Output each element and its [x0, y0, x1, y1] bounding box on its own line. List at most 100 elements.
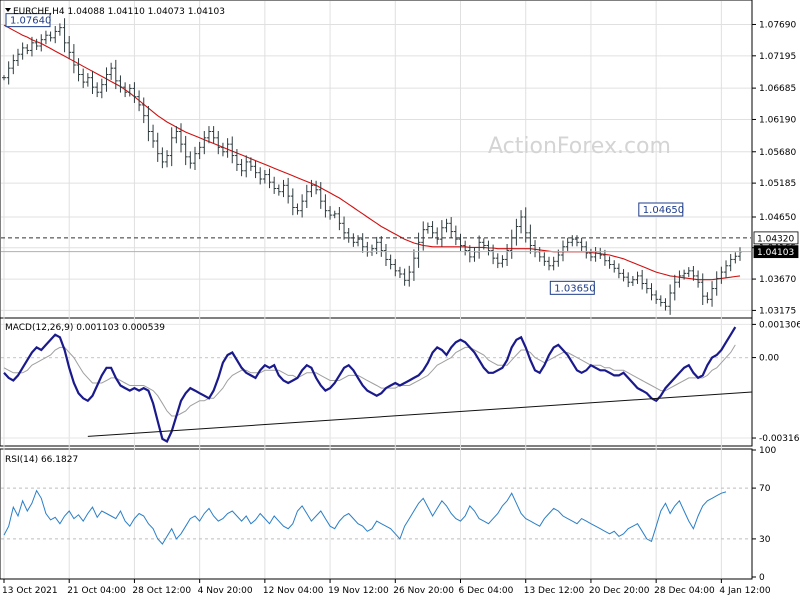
price-bar [104, 67, 109, 92]
price-bar [449, 217, 454, 238]
price-bar [719, 266, 724, 284]
price-bar [612, 260, 617, 273]
price-bar [95, 82, 100, 98]
price-bar [53, 26, 58, 44]
price-bar [2, 75, 6, 81]
price-bar [677, 270, 682, 288]
price-bar [6, 61, 11, 85]
price-bar [370, 244, 374, 256]
price-bar [463, 240, 468, 256]
price-bar [206, 126, 211, 144]
price-bar [113, 59, 118, 90]
price-bar [439, 220, 444, 247]
price-bar [318, 182, 323, 209]
price-bar [258, 167, 263, 185]
price-bar [411, 249, 416, 281]
price-bar [272, 176, 277, 194]
price-bar [565, 237, 570, 252]
price-bar [444, 218, 449, 233]
price-bar [360, 233, 365, 253]
rsi-pane [0, 448, 753, 580]
price-bar [132, 82, 137, 103]
price-bar [248, 157, 253, 171]
price-bar [379, 236, 384, 257]
main-header-text: EURCHF,H4 1.04088 1.04110 1.04073 1.0410… [13, 7, 225, 17]
price-bar [728, 254, 733, 272]
dropdown-triangle-icon [5, 8, 11, 12]
x-axis-tick-label: 28 Oct 12:00 [132, 586, 191, 596]
price-bar [137, 90, 142, 112]
price-bar [197, 141, 202, 160]
price-bar [25, 44, 30, 55]
x-axis-tick-label: 28 Dec 04:00 [654, 586, 715, 596]
price-bar [738, 247, 742, 261]
price-bar [472, 246, 477, 262]
macd-y-tick-label: 0.001306 [759, 320, 800, 330]
price-y-tick-label: 1.06685 [759, 84, 796, 94]
price-bar [602, 249, 607, 266]
price-bar [402, 268, 407, 286]
price-bar [141, 97, 146, 124]
macd-line [3, 326, 737, 444]
price-callout-box [549, 280, 595, 295]
price-bar [710, 281, 715, 307]
price-bar [397, 266, 402, 278]
price-y-tick-label: 1.04650 [759, 213, 796, 223]
level-price-label: 1.04320 [757, 234, 794, 244]
price-bar [584, 241, 589, 259]
price-y-tick-label: 1.05680 [759, 148, 796, 158]
price-bar [486, 240, 491, 256]
price-bar [700, 273, 705, 306]
price-y-tick-label: 1.06190 [759, 115, 796, 125]
price-bar [11, 54, 16, 75]
main-header: EURCHF,H4 1.04088 1.04110 1.04073 1.0410… [5, 7, 225, 17]
price-bar [234, 149, 239, 171]
price-bar [733, 252, 738, 264]
price-y-tick-label: 1.03175 [759, 306, 796, 316]
price-bar [505, 244, 510, 266]
price-bar [15, 48, 20, 66]
price-bar [579, 237, 584, 252]
moving-average-line [3, 24, 741, 281]
macd-header: MACD(12,26,9) 0.001103 0.000539 [5, 323, 165, 333]
price-bar [509, 229, 514, 259]
price-callout-label: 1.04650 [643, 205, 684, 216]
price-callout-box [638, 202, 684, 217]
rsi-y-tick-label: 100 [759, 446, 776, 456]
price-bar [705, 292, 710, 304]
x-axis-tick-label: 6 Dec 04:00 [459, 586, 514, 596]
price-bar [165, 150, 170, 168]
price-bar [290, 188, 295, 216]
rsi-y-tick-label: 70 [759, 484, 771, 494]
rsi-y-tick-label: 0 [759, 573, 765, 583]
price-bar [649, 283, 654, 301]
price-bar [151, 124, 156, 148]
price-callout: 1.07640 [5, 13, 51, 28]
price-bar [262, 170, 267, 184]
x-axis-tick-label: 13 Oct 2021 [2, 586, 58, 596]
macd-y-tick-label: 0.00 [759, 354, 779, 364]
price-bar [724, 260, 729, 278]
price-bar [416, 232, 421, 268]
price-bar [574, 235, 579, 247]
price-bar [430, 221, 435, 239]
price-bar [626, 272, 631, 288]
price-bar [20, 42, 25, 60]
price-bar [253, 160, 258, 179]
price-bar [90, 70, 95, 95]
price-bar [220, 142, 225, 157]
level-price-box-bg [753, 231, 799, 245]
price-bar [663, 298, 668, 311]
rsi-layer [1, 487, 751, 545]
price-bar [556, 249, 561, 267]
price-bar [514, 218, 519, 246]
price-bar [48, 31, 53, 42]
x-axis-tick-label: 20 Dec 20:00 [589, 586, 650, 596]
last-price-box-bg [753, 245, 799, 259]
rsi-header: RSI(14) 66.1827 [5, 455, 78, 465]
price-bar [691, 265, 696, 281]
price-bar [491, 244, 496, 265]
price-bar [621, 269, 626, 282]
price-bar [67, 35, 72, 60]
